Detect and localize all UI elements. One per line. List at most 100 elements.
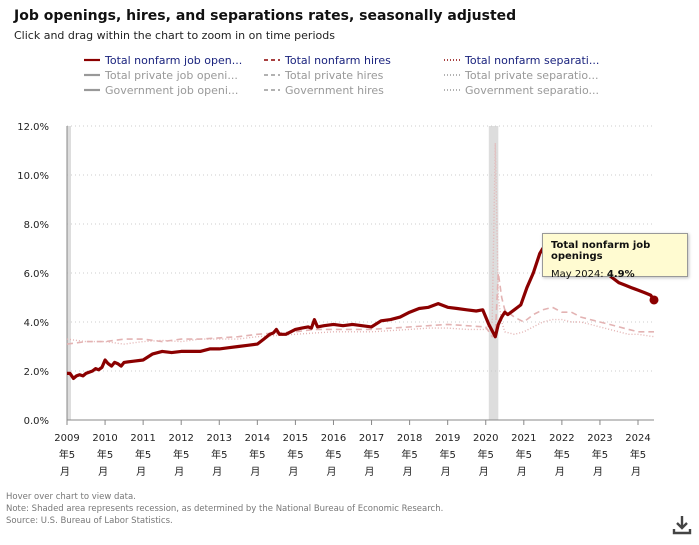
x-tick-year: 2021 [511, 433, 536, 444]
legend-item[interactable]: Total private hires [264, 68, 383, 82]
x-tick-year: 2019 [435, 433, 460, 444]
note-source: Source: U.S. Bureau of Labor Statistics. [6, 516, 173, 526]
x-tick-year: 2012 [168, 433, 193, 444]
tooltip-label: May 2024: [551, 269, 604, 280]
x-tick-mon: 月 [631, 466, 641, 478]
y-tick-label: 2.0% [24, 367, 49, 378]
x-tick-year: 2009 [54, 433, 79, 444]
x-tick-year: 2015 [283, 433, 308, 444]
legend-item[interactable]: Total nonfarm hires [264, 53, 391, 67]
tooltip-value: 4.9% [606, 269, 635, 280]
x-tick-mon: 月 [479, 466, 489, 478]
legend-swatch-icon [264, 74, 280, 76]
chart-title: Job openings, hires, and separations rat… [14, 8, 517, 24]
x-tick-month: 年5 [59, 448, 75, 461]
x-tick-mon: 月 [250, 466, 260, 478]
x-tick-mon: 月 [517, 466, 527, 478]
legend-swatch-icon [84, 58, 100, 62]
x-tick-year: 2020 [473, 433, 498, 444]
x-tick-year: 2018 [397, 433, 422, 444]
legend-swatch-icon [264, 89, 280, 91]
chart-subtitle: Click and drag within the chart to zoom … [14, 29, 335, 42]
legend-label: Total private hires [285, 68, 384, 82]
x-tick-mon: 月 [326, 466, 336, 478]
x-tick-month: 年5 [249, 448, 265, 461]
series-line-hires [66, 272, 654, 345]
x-tick-mon: 月 [365, 466, 375, 478]
legend-item[interactable]: Government separatio... [444, 83, 599, 97]
x-tick-month: 年5 [554, 448, 570, 461]
legend-label: Total nonfarm job open... [105, 53, 243, 67]
note-hover: Hover over chart to view data. [6, 492, 136, 502]
x-tick-month: 年5 [516, 448, 532, 461]
tooltip-line: May 2024: 4.9% [551, 269, 679, 280]
chart-axes: 0.0% 2.0% 4.0% 6.0% 8.0% 10.0% 12.0% 2009 年5 月 201… [17, 122, 654, 478]
legend-label: Government hires [285, 83, 384, 97]
x-tick-month: 年5 [478, 448, 494, 461]
highlight-marker [649, 295, 659, 305]
legend-label: Total nonfarm hires [285, 53, 391, 67]
recession-band-0 [67, 126, 71, 420]
x-tick-mon: 月 [555, 466, 565, 478]
y-tick-label: 8.0% [24, 220, 49, 231]
legend-item[interactable]: Total private job openi... [84, 68, 238, 82]
legend-item[interactable]: Government job openi... [84, 83, 238, 97]
legend-item[interactable]: Government hires [264, 83, 384, 97]
x-tick-month: 年5 [97, 448, 113, 461]
x-tick-month: 年5 [439, 448, 455, 461]
x-tick-month: 年5 [325, 448, 341, 461]
legend-swatch-icon [264, 59, 280, 61]
tooltip-title: Total nonfarm job openings [551, 240, 651, 262]
x-tick-month: 年5 [363, 448, 379, 461]
x-tick-month: 年5 [211, 448, 227, 461]
x-tick-mon: 月 [136, 466, 146, 478]
x-tick-year: 2023 [587, 433, 612, 444]
download-icon [672, 516, 692, 535]
legend-swatch-icon [444, 59, 460, 61]
legend-label: Total private separatio... [465, 68, 599, 82]
x-tick-year: 2017 [359, 433, 384, 444]
legend-swatch-icon [84, 73, 100, 77]
legend-item[interactable]: Total nonfarm job open... [84, 53, 242, 67]
note-recession: Note: Shaded area represents recession, … [6, 504, 444, 514]
x-tick-mon: 月 [98, 466, 108, 478]
y-tick-label: 10.0% [17, 171, 49, 182]
x-tick-year: 2016 [321, 433, 346, 444]
x-tick-year: 2013 [207, 433, 232, 444]
chart-notes: Hover over chart to view data. Note: Sha… [6, 491, 443, 527]
x-tick-month: 年5 [630, 448, 646, 461]
y-tick-label: 0.0% [24, 416, 49, 427]
legend-label: Government separatio... [465, 83, 599, 97]
legend-swatch-icon [444, 74, 460, 76]
x-tick-month: 年5 [401, 448, 417, 461]
legend-label: Total private job openi... [105, 68, 238, 82]
x-tick-month: 年5 [592, 448, 608, 461]
y-tick-label: 12.0% [17, 122, 49, 133]
legend-item[interactable]: Total nonfarm separati... [444, 53, 599, 67]
x-tick-month: 年5 [173, 448, 189, 461]
x-tick-year: 2011 [130, 433, 155, 444]
x-tick-mon: 月 [60, 466, 70, 478]
legend-item[interactable]: Total private separatio... [444, 68, 598, 82]
y-tick-label: 4.0% [24, 318, 49, 329]
download-button[interactable] [672, 514, 692, 536]
y-tick-label: 6.0% [24, 269, 49, 280]
x-tick-year: 2022 [549, 433, 574, 444]
data-tooltip: Total nonfarm job openings May 2024: 4.9… [542, 233, 688, 280]
x-tick-mon: 月 [403, 466, 413, 478]
recession-band-1 [488, 126, 499, 420]
chart-markers [649, 295, 659, 305]
x-tick-mon: 月 [288, 466, 298, 478]
x-tick-year: 2014 [245, 433, 270, 444]
legend-swatch-icon [444, 89, 460, 91]
x-tick-year: 2010 [92, 433, 117, 444]
x-tick-mon: 月 [441, 466, 451, 478]
recession-shading [67, 126, 499, 420]
legend-label: Government job openi... [105, 83, 239, 97]
legend-swatch-icon [84, 88, 100, 92]
x-tick-year: 2024 [625, 433, 650, 444]
x-tick-month: 年5 [287, 448, 303, 461]
legend-label: Total nonfarm separati... [465, 53, 600, 67]
x-tick-mon: 月 [593, 466, 603, 478]
x-tick-mon: 月 [212, 466, 222, 478]
